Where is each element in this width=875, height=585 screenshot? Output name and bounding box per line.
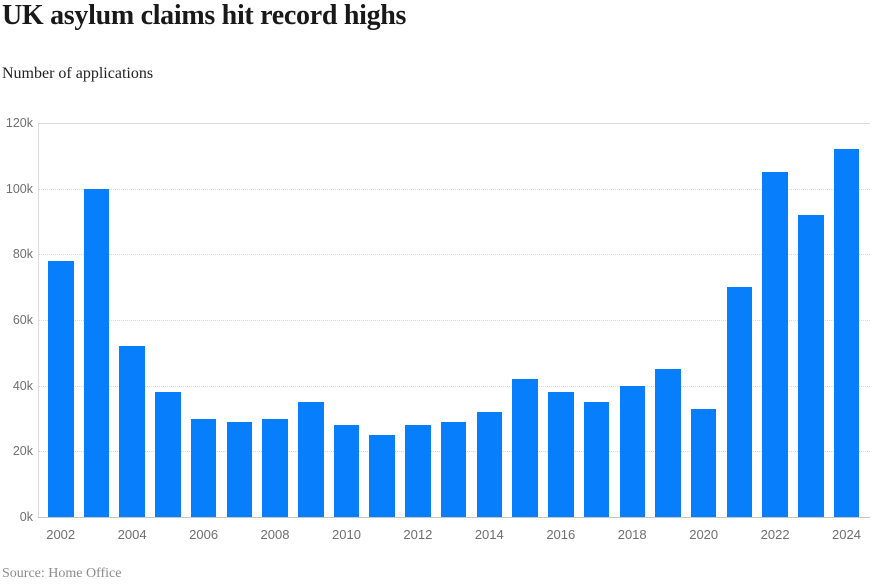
bar-2024 (833, 149, 860, 517)
bar-2016 (548, 392, 574, 517)
gridline-120k (38, 123, 870, 124)
gridline-80k (38, 254, 870, 256)
bar-2022 (762, 172, 788, 518)
gridline-0k (38, 517, 870, 518)
x-axis-label-2014: 2014 (474, 527, 504, 542)
x-axis-label-2020: 2020 (689, 527, 719, 542)
x-axis-label-2018: 2018 (617, 527, 647, 542)
chart-subtitle: Number of applications (2, 65, 154, 82)
bar-2003 (83, 188, 110, 517)
bar-2021 (726, 287, 753, 517)
y-axis-line (38, 123, 39, 517)
bar-2007 (226, 421, 253, 517)
x-axis-label-2024: 2024 (832, 527, 861, 542)
bar-2019 (655, 369, 681, 518)
bar-2013 (440, 421, 467, 517)
bar-2004 (119, 346, 145, 517)
bar-2015 (512, 379, 538, 517)
bar-2011 (369, 434, 395, 517)
y-axis-label: 20k (12, 444, 33, 459)
bar-2008 (262, 418, 288, 517)
bar-2014 (476, 411, 503, 517)
y-axis-label: 100k (5, 181, 33, 196)
gridline-60k (38, 320, 870, 321)
chart-title: UK asylum claims hit record highs (2, 0, 407, 31)
bar-2017 (583, 402, 610, 517)
bar-2006 (190, 418, 217, 517)
bar-2002 (48, 260, 74, 517)
bar-2010 (333, 425, 360, 517)
x-axis-label-2002: 2002 (46, 527, 76, 542)
bar-2020 (690, 408, 717, 517)
gridline-100k (38, 188, 870, 190)
y-axis-label: 120k (5, 116, 33, 130)
bar-2005 (155, 392, 181, 517)
x-axis-label-2008: 2008 (260, 527, 290, 542)
source-note: Source: Home Office (2, 566, 122, 581)
y-axis-label: 40k (12, 378, 33, 393)
bar-2018 (619, 385, 645, 517)
x-axis-label-2004: 2004 (117, 527, 147, 542)
bar-2023 (798, 214, 824, 517)
x-axis-label-2012: 2012 (403, 527, 433, 542)
bar-2009 (298, 402, 324, 517)
y-axis-label: 0k (19, 510, 33, 524)
x-axis-label-2022: 2022 (760, 527, 790, 542)
y-axis-label: 60k (12, 313, 33, 327)
x-axis-label-2006: 2006 (189, 527, 219, 542)
bar-2012 (405, 425, 431, 517)
y-axis-label: 80k (12, 247, 33, 262)
gridline-40k (38, 385, 870, 387)
x-axis-label-2010: 2010 (332, 527, 361, 542)
x-axis-label-2016: 2016 (546, 527, 576, 542)
